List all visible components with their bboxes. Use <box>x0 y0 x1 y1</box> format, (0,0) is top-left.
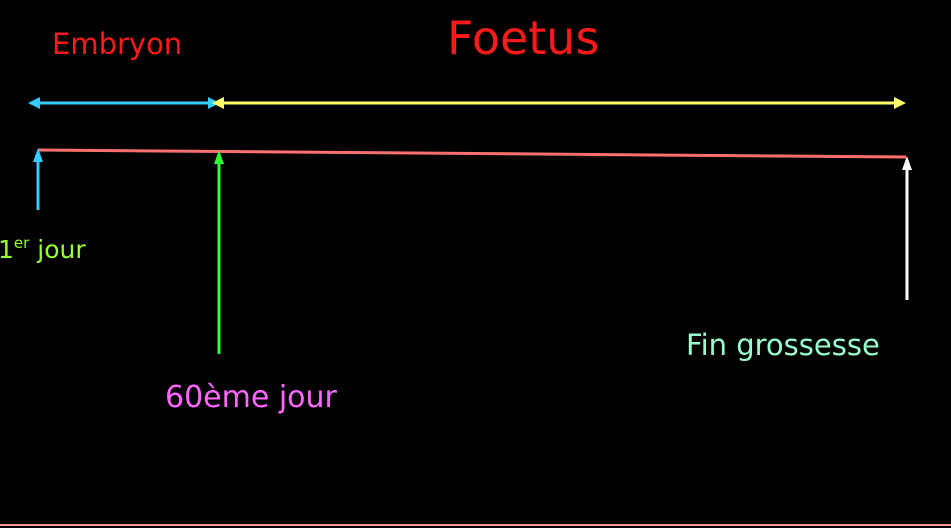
first-day-label: 1er jour <box>0 234 86 264</box>
embryon-label: Embryon <box>52 27 183 61</box>
end-pregnancy-marker-arrow <box>902 156 912 300</box>
day60-label: 60ème jour <box>165 380 337 415</box>
embryon-span-arrow <box>28 97 220 109</box>
first-day-marker-arrow <box>33 148 43 210</box>
day60-marker-arrow <box>214 150 224 354</box>
end-pregnancy-label: Fin grossesse <box>686 328 880 362</box>
first-day-number: 1 <box>0 235 14 264</box>
bottom-rule <box>0 524 951 526</box>
foetus-label: Foetus <box>447 11 600 65</box>
foetus-span-arrow <box>212 97 906 109</box>
first-day-word: jour <box>29 235 86 264</box>
first-day-superscript: er <box>13 234 30 252</box>
timeline-line <box>37 148 907 159</box>
